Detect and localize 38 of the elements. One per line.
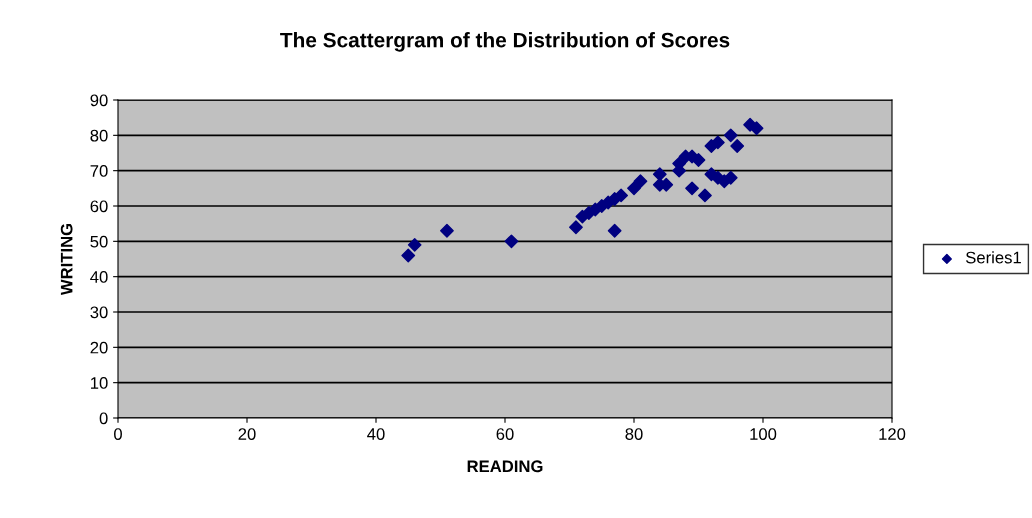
- chart-title: The Scattergram of the Distribution of Scores: [280, 32, 730, 52]
- x-tick-label: 80: [625, 428, 643, 440]
- point: [723, 170, 738, 185]
- point: [607, 223, 622, 238]
- y-tick-label: 20: [90, 341, 108, 354]
- y-tick-label: 60: [90, 200, 108, 213]
- point: [504, 234, 519, 249]
- y-tick-label: 40: [90, 271, 108, 283]
- x-axis-title: READING: [467, 460, 543, 473]
- legend-label: Series1: [965, 251, 1021, 264]
- point: [614, 188, 629, 203]
- point: [691, 153, 706, 167]
- point: [685, 181, 699, 196]
- point: [440, 223, 454, 238]
- y-tick-label: 70: [90, 165, 108, 177]
- y-tick-label: 10: [91, 377, 108, 389]
- x-tick-label: 40: [367, 428, 385, 440]
- x-tick-label: 0: [114, 428, 122, 440]
- point: [730, 139, 745, 153]
- point: [633, 174, 648, 189]
- point: [627, 181, 641, 196]
- point: [749, 121, 764, 136]
- x-tick-label: 120: [879, 428, 906, 440]
- point: [652, 167, 667, 182]
- y-tick-label: 0: [99, 412, 108, 425]
- point: [569, 220, 583, 235]
- point: [723, 128, 738, 143]
- point: [407, 237, 422, 252]
- y-tick-label: 30: [90, 306, 108, 319]
- x-tick-label: 60: [496, 428, 514, 440]
- y-tick-label: 50: [90, 235, 108, 248]
- y-tick-label: 90: [90, 94, 108, 107]
- x-tick-label: 20: [238, 428, 256, 440]
- point: [698, 188, 712, 203]
- y-axis-title: WRITING: [60, 223, 73, 296]
- y-tick-label: 80: [90, 129, 108, 142]
- x-tick-label: 100: [750, 428, 777, 440]
- point: [401, 248, 416, 263]
